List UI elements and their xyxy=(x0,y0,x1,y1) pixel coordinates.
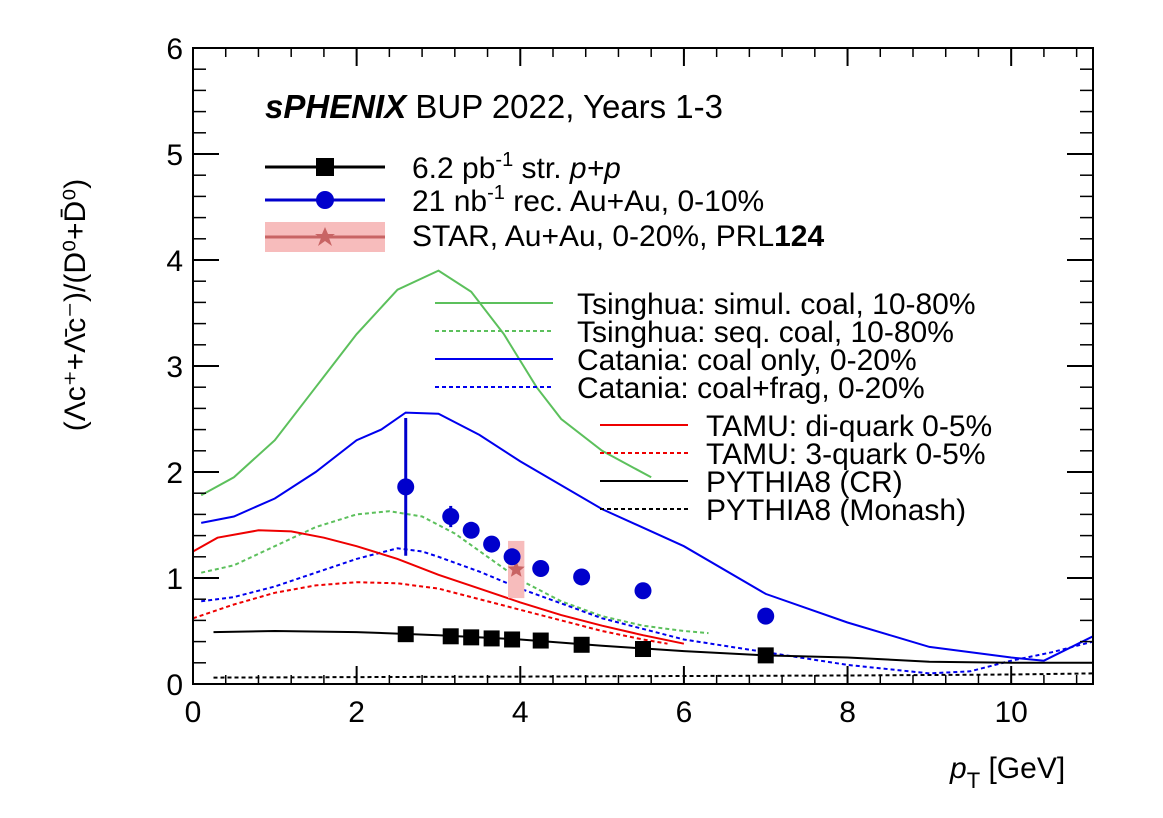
auau-label-b: rec. Au+Au, 0-10% xyxy=(505,185,764,218)
series-line-1 xyxy=(200,510,709,635)
legend-label-auau: 21 nb-1 rec. Au+Au, 0-10% xyxy=(412,182,764,218)
pp-point xyxy=(757,647,774,664)
pp-point xyxy=(532,632,549,649)
y-tick-label: 5 xyxy=(166,139,183,172)
auau-point xyxy=(483,535,501,553)
auau-point xyxy=(503,548,521,566)
legend-label-model-0: Tsinghua: simul. coal, 10-80% xyxy=(577,288,976,321)
y-axis-title: (Λc⁺+Λ̄c⁻)/(D⁰+D̄⁰) xyxy=(59,179,92,431)
series-line-2 xyxy=(201,411,1094,662)
axis-layer: 0 2 4 6 8 10 0 1 2 3 4 5 6 xyxy=(166,33,1093,729)
y-tick-label: 3 xyxy=(166,351,183,384)
legend-marker-star xyxy=(315,227,335,246)
title-experiment: sPHENIX xyxy=(265,88,408,125)
star-label-b: 124 xyxy=(774,220,824,253)
series-line-4 xyxy=(192,529,685,645)
pp-point xyxy=(397,626,414,643)
legend-marker-pp xyxy=(316,158,334,176)
auau-point xyxy=(573,568,591,586)
legend-entry-pp: 6.2 pb-1 str. p+p xyxy=(265,149,621,185)
legend-label-model-6: PYTHIA8 (CR) xyxy=(706,466,903,499)
points-layer xyxy=(397,417,775,664)
pp-label-b: str. xyxy=(513,152,570,185)
auau-point xyxy=(532,559,550,577)
legend-label-pp: 6.2 pb-1 str. p+p xyxy=(412,149,621,185)
y-tick-label: 1 xyxy=(166,563,183,596)
series-line-3 xyxy=(201,547,1094,675)
auau-label-a: 21 nb xyxy=(412,185,487,218)
y-tick-label: 4 xyxy=(166,245,183,278)
pp-point xyxy=(504,631,521,648)
x-axis-unit: [GeV] xyxy=(980,752,1065,785)
pp-label-a: 6.2 pb xyxy=(412,152,495,185)
pp-point xyxy=(483,630,500,647)
pp-label-exp: -1 xyxy=(495,149,513,171)
auau-point xyxy=(634,582,652,600)
x-axis-title: pT [GeV] xyxy=(949,752,1065,793)
auau-point xyxy=(397,478,415,496)
legend-marker-auau xyxy=(316,191,334,209)
x-tick-label: 10 xyxy=(994,696,1027,729)
x-tick-label: 6 xyxy=(676,696,693,729)
legend-label-model-2: Catania: coal only, 0-20% xyxy=(577,344,917,377)
legend-label-model-5: TAMU: 3-quark 0-5% xyxy=(706,438,986,471)
auau-point xyxy=(442,508,460,526)
pp-point xyxy=(573,636,590,653)
auau-point xyxy=(757,607,775,625)
legend-label-model-3: Catania: coal+frag, 0-20% xyxy=(577,372,925,405)
pp-point xyxy=(463,629,480,646)
series-line-5 xyxy=(192,581,668,645)
y-tick-label: 0 xyxy=(166,669,183,702)
legend-label-star: STAR, Au+Au, 0-20%, PRL124 xyxy=(412,220,824,253)
legend-label-model-7: PYTHIA8 (Monash) xyxy=(706,494,966,527)
legend-entry-auau: 21 nb-1 rec. Au+Au, 0-10% xyxy=(265,182,764,218)
pp-label-c: p+p xyxy=(569,152,621,185)
x-tick-label: 8 xyxy=(839,696,856,729)
x-tick-label: 2 xyxy=(348,696,365,729)
legend-top: 6.2 pb-1 str. p+p 21 nb-1 rec. Au+Au, 0-… xyxy=(265,149,824,253)
auau-label-exp: -1 xyxy=(487,182,505,204)
legend-models: Tsinghua: simul. coal, 10-80%Tsinghua: s… xyxy=(435,288,992,527)
y-tick-label: 6 xyxy=(166,33,183,66)
legend-label-model-1: Tsinghua: seq. coal, 10-80% xyxy=(577,316,954,349)
legend-label-model-4: TAMU: di-quark 0-5% xyxy=(706,410,992,443)
pp-point xyxy=(635,641,651,658)
x-axis-var: p xyxy=(949,752,967,785)
x-tick-label: 0 xyxy=(185,696,202,729)
y-tick-label: 2 xyxy=(166,457,183,490)
title-subtitle: BUP 2022, Years 1-3 xyxy=(406,88,723,125)
auau-point xyxy=(462,521,480,539)
x-tick-label: 4 xyxy=(512,696,529,729)
legend-entry-star: STAR, Au+Au, 0-20%, PRL124 xyxy=(265,220,824,253)
pp-point xyxy=(442,628,459,645)
star-label-a: STAR, Au+Au, 0-20%, PRL xyxy=(412,220,774,253)
series-line-0 xyxy=(200,269,652,497)
chart-title: sPHENIX BUP 2022, Years 1-3 xyxy=(265,88,723,125)
star-point xyxy=(507,560,525,577)
x-axis-sub: T xyxy=(967,768,980,793)
